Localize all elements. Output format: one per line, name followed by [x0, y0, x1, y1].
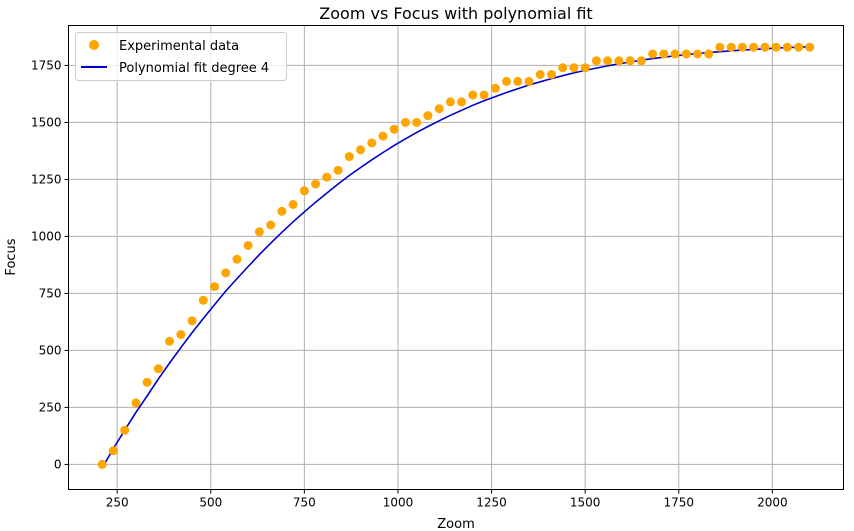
data-point	[558, 63, 568, 73]
data-point	[445, 97, 455, 107]
y-tick-label: 1750	[31, 58, 62, 72]
data-point	[648, 49, 658, 59]
x-tick-label: 750	[293, 496, 316, 510]
data-point	[389, 124, 399, 134]
y-tick-label: 1250	[31, 172, 62, 186]
data-point	[749, 42, 759, 52]
data-point	[210, 282, 219, 292]
data-point	[547, 70, 556, 79]
data-point	[266, 220, 276, 230]
x-tick-label: 1500	[570, 496, 601, 510]
data-point	[401, 117, 410, 127]
data-point	[344, 152, 354, 162]
data-point	[502, 76, 511, 86]
data-point	[254, 227, 264, 237]
scatter-points-layer	[97, 42, 815, 469]
data-point	[367, 138, 377, 148]
legend-label-scatter: Experimental data	[119, 39, 239, 54]
data-point	[299, 186, 309, 196]
data-point	[636, 56, 646, 66]
data-point	[288, 200, 298, 209]
data-point	[693, 49, 702, 59]
data-point	[333, 165, 343, 175]
data-point	[97, 459, 107, 469]
x-tick-label: 1250	[476, 496, 507, 510]
data-point	[356, 145, 365, 155]
data-point	[198, 295, 208, 305]
data-point	[187, 316, 197, 326]
y-tick-label: 1000	[31, 229, 62, 243]
plot-frame	[68, 25, 844, 490]
fit-line	[101, 45, 810, 469]
data-point	[535, 70, 545, 79]
data-point	[153, 364, 163, 374]
data-point	[726, 42, 736, 52]
data-point	[412, 117, 422, 127]
data-point	[805, 42, 815, 52]
y-axis-label: Focus	[4, 238, 19, 275]
chart-title: Zoom vs Focus with polynomial fit	[319, 4, 592, 23]
legend: Experimental data Polynomial fit degree …	[75, 32, 287, 81]
data-point	[603, 56, 613, 66]
y-tick-label: 500	[39, 343, 62, 357]
x-tick-label: 1750	[663, 496, 694, 510]
data-point	[524, 76, 534, 86]
data-point	[670, 49, 680, 59]
data-point	[479, 90, 489, 100]
data-point	[131, 398, 141, 408]
data-point	[715, 42, 725, 52]
data-point	[614, 56, 624, 66]
y-tick-label: 1500	[31, 115, 62, 129]
data-point	[434, 104, 444, 114]
x-tick-label: 1000	[383, 496, 414, 510]
legend-box	[75, 32, 287, 81]
data-point	[142, 377, 152, 387]
data-point	[681, 49, 691, 59]
data-point	[591, 56, 601, 66]
x-tick-label: 2000	[757, 496, 788, 510]
data-point	[311, 179, 321, 189]
data-point	[243, 241, 253, 250]
axis-ticks: 250 500 750 1000 1250 1500 1750 2000 0 250 500 750 1…	[31, 58, 788, 509]
data-point	[165, 336, 175, 346]
data-point	[704, 49, 714, 59]
legend-label-fit: Polynomial fit degree 4	[119, 61, 269, 76]
data-point	[232, 254, 242, 264]
y-tick-label: 0	[54, 457, 62, 471]
data-point	[794, 42, 804, 52]
data-point	[569, 63, 579, 73]
grid	[68, 25, 844, 490]
y-tick-label: 750	[39, 286, 62, 300]
data-point	[457, 97, 467, 107]
data-point	[176, 330, 186, 339]
data-point	[771, 42, 781, 52]
x-axis-label: Zoom	[437, 517, 474, 531]
x-tick-label: 500	[199, 496, 222, 510]
data-point	[580, 63, 590, 73]
data-point	[120, 425, 130, 435]
data-point	[760, 42, 770, 52]
data-point	[659, 49, 669, 59]
data-point	[737, 42, 747, 52]
data-point	[423, 111, 433, 121]
data-point	[625, 56, 635, 66]
x-tick-label: 250	[106, 496, 129, 510]
fit-line-layer	[101, 45, 810, 469]
data-point	[277, 206, 287, 216]
data-point	[378, 131, 388, 141]
data-point	[108, 446, 118, 456]
data-point	[221, 268, 231, 278]
data-point	[322, 172, 332, 182]
data-point	[782, 42, 792, 52]
data-point	[468, 90, 478, 100]
legend-marker-scatter	[89, 40, 99, 50]
data-point	[513, 76, 523, 86]
data-point	[490, 83, 500, 93]
y-tick-label: 250	[39, 400, 62, 414]
